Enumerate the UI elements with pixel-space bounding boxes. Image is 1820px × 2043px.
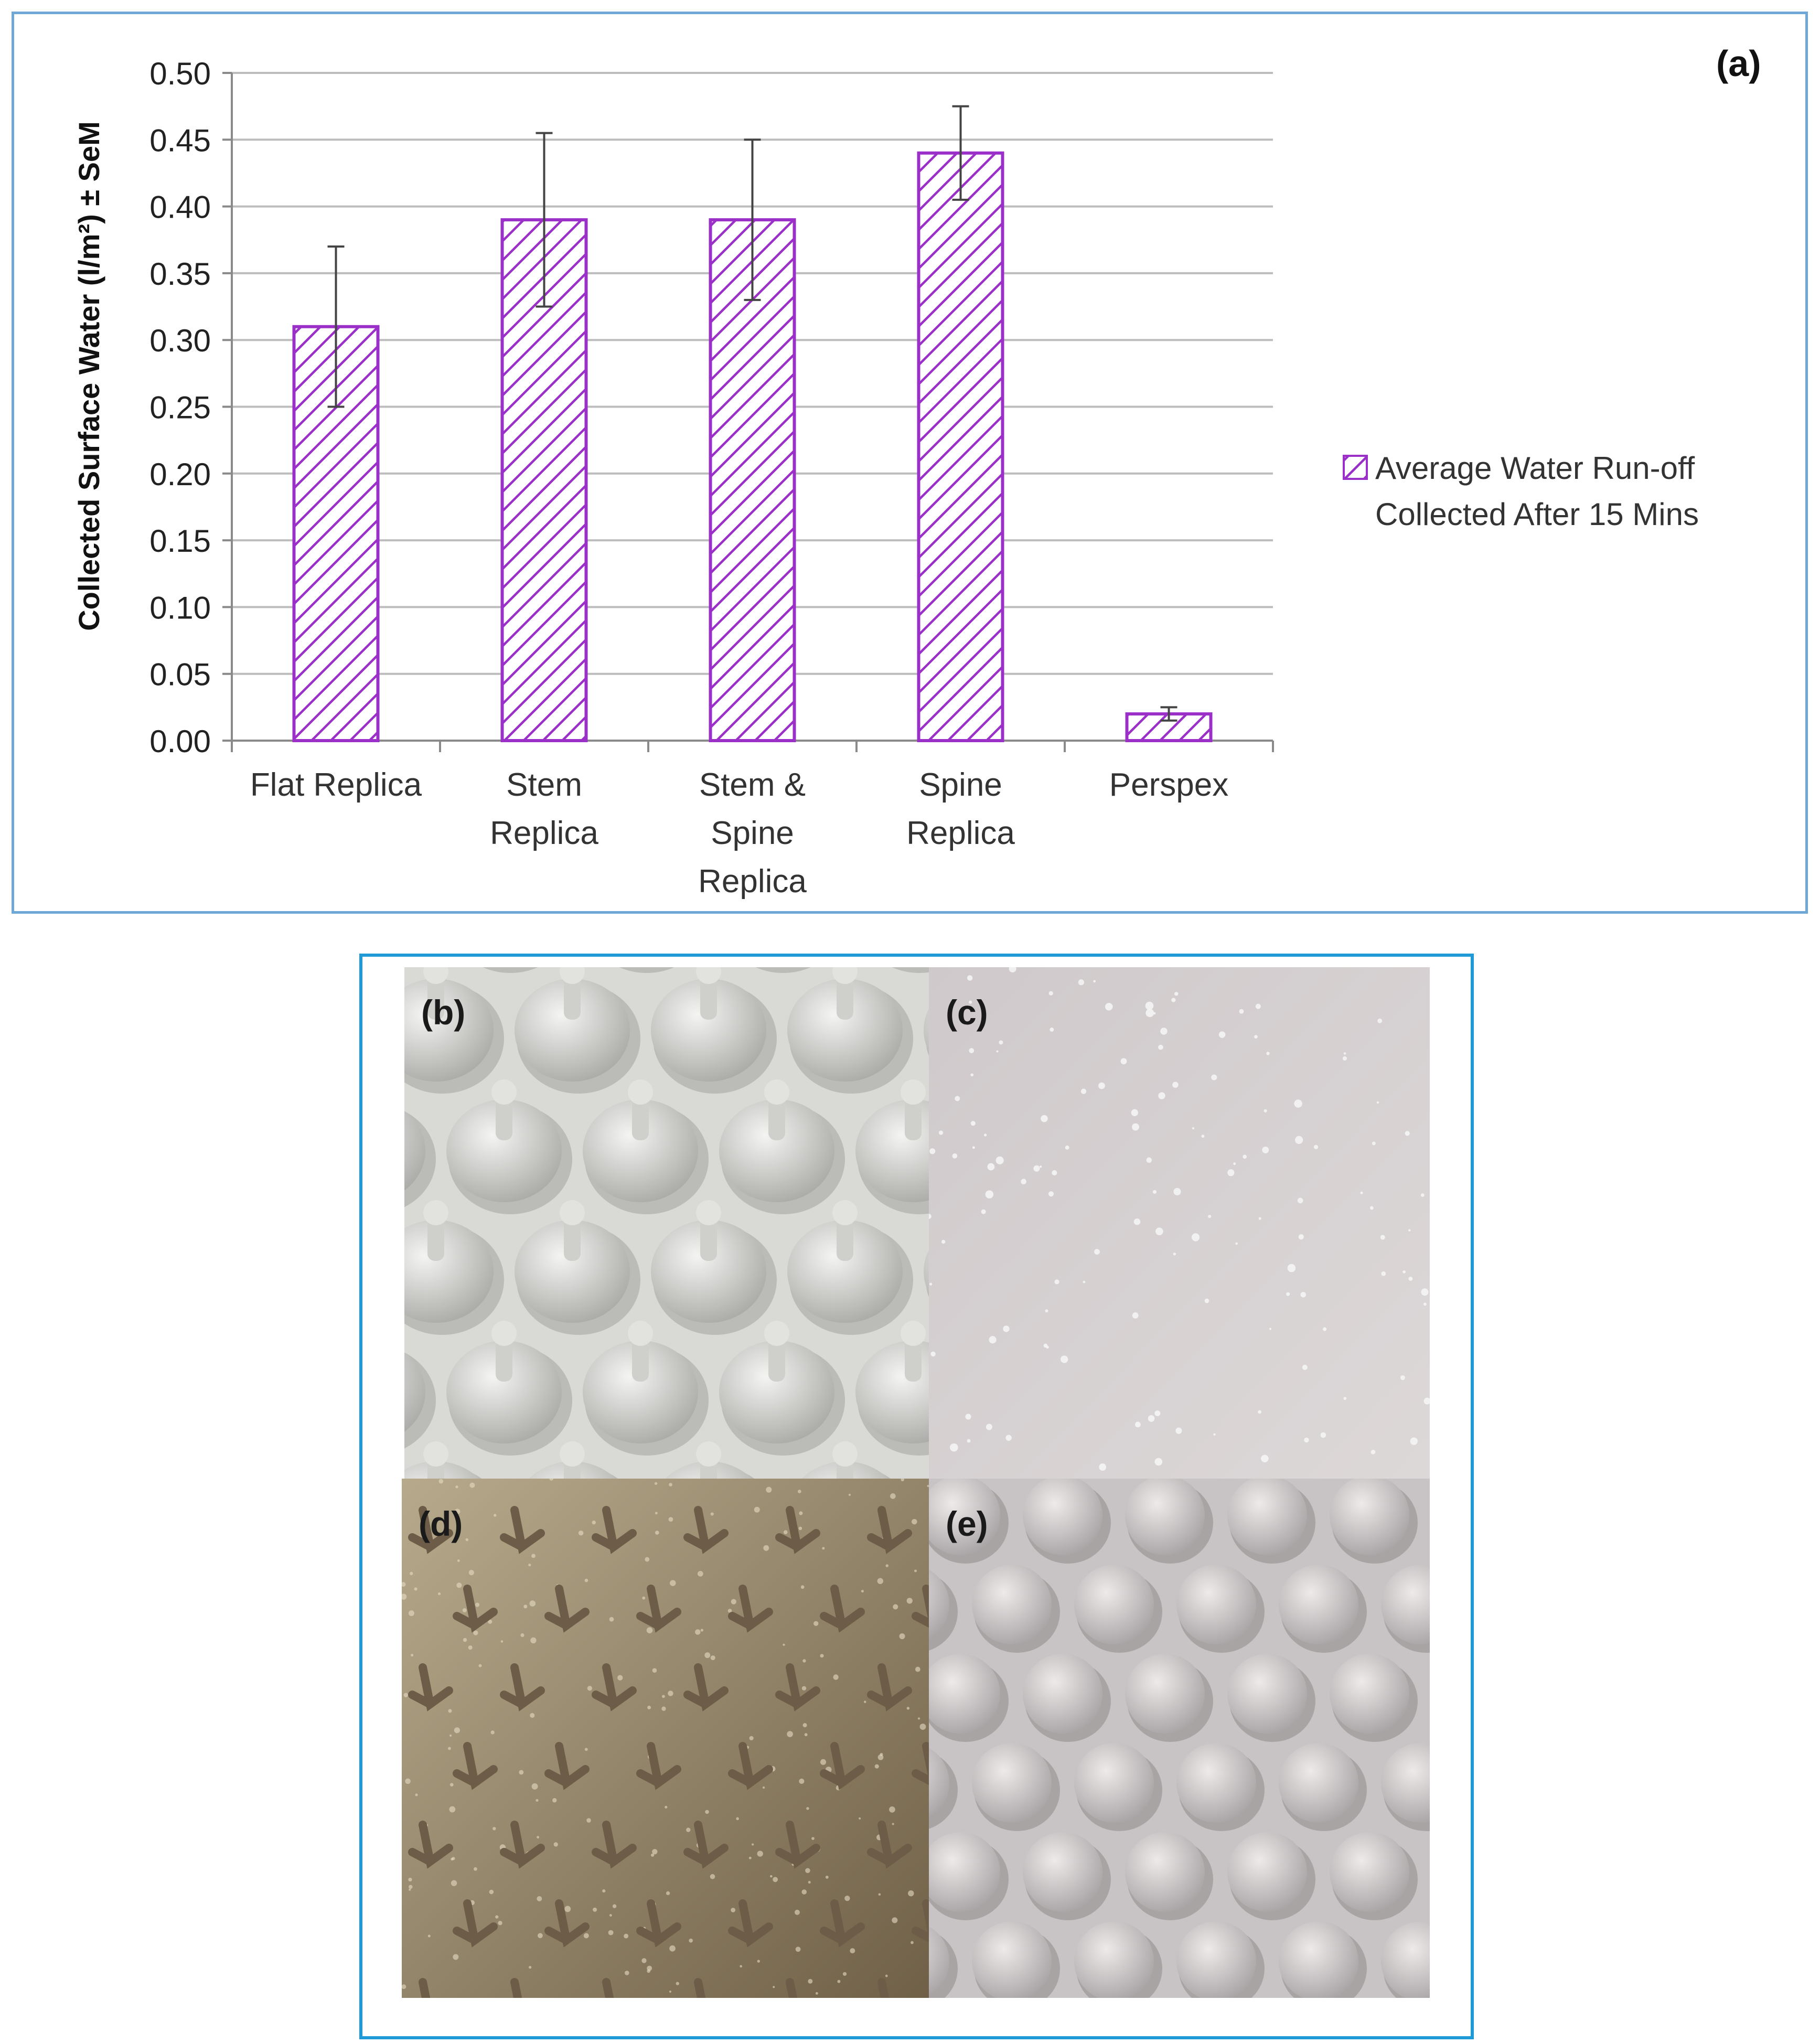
photo-e: (e) <box>929 1479 1430 1998</box>
x-tick-label: Flat Replica <box>250 767 422 803</box>
spine-replica-photo <box>402 1479 929 1998</box>
x-tick-label: Stem & Spine Replica <box>698 767 807 900</box>
x-tick-label: Perspex <box>1109 767 1228 803</box>
y-tick-label: 0.35 <box>149 256 211 292</box>
y-tick-label: 0.30 <box>149 323 211 358</box>
error-bar <box>327 245 345 408</box>
bar <box>917 151 1004 742</box>
legend-swatch <box>1343 455 1368 480</box>
y-tick-label: 0.45 <box>149 123 211 158</box>
photo-panel: (b) (c) (d) (e) <box>359 954 1474 2039</box>
photo-label-c: (c) <box>946 993 988 1032</box>
y-axis-title: Collected Surface Water (l/m²) ± SeM <box>72 121 105 631</box>
y-tick-label: 0.50 <box>149 56 211 91</box>
photo-label-b: (b) <box>421 993 466 1032</box>
y-tick-label: 0.05 <box>149 657 211 692</box>
photo-c: (c) <box>929 967 1430 1479</box>
flat-replica-photo <box>929 967 1430 1479</box>
y-tick-label: 0.20 <box>149 457 211 492</box>
stem-replica-photo <box>929 1479 1430 1998</box>
error-bar <box>536 132 553 308</box>
photo-label-e: (e) <box>946 1504 988 1543</box>
y-tick-label: 0.00 <box>149 724 211 759</box>
x-tick-label: Spine Replica <box>906 767 1015 851</box>
y-tick-label: 0.40 <box>149 190 211 225</box>
photo-d: (d) <box>402 1479 929 1998</box>
legend-entry: Average Water Run-off Collected After 15 … <box>1375 451 1699 532</box>
error-bar <box>952 105 969 201</box>
bar-chart: 0.00 0.05 0.10 0.15 0.20 0.25 0.30 0.35 0.40 0.45… <box>72 43 1761 900</box>
legend: Average Water Run-off Collected After 15 … <box>1343 451 1699 532</box>
photo-b: (b) <box>404 967 929 1479</box>
photo-label-d: (d) <box>419 1504 463 1543</box>
y-tick-label: 0.25 <box>149 390 211 425</box>
error-bar <box>1160 706 1177 722</box>
y-tick-label: 0.15 <box>149 523 211 559</box>
panel-label: (a) <box>1716 43 1761 84</box>
error-bar <box>744 138 761 301</box>
bar <box>709 218 796 742</box>
y-tick-label: 0.10 <box>149 590 211 625</box>
stem-spine-replica-photo <box>404 967 929 1479</box>
x-tick-label: Stem Replica <box>490 767 598 851</box>
chart-panel: 0.00 0.05 0.10 0.15 0.20 0.25 0.30 0.35 0.40 0.45… <box>12 12 1808 914</box>
